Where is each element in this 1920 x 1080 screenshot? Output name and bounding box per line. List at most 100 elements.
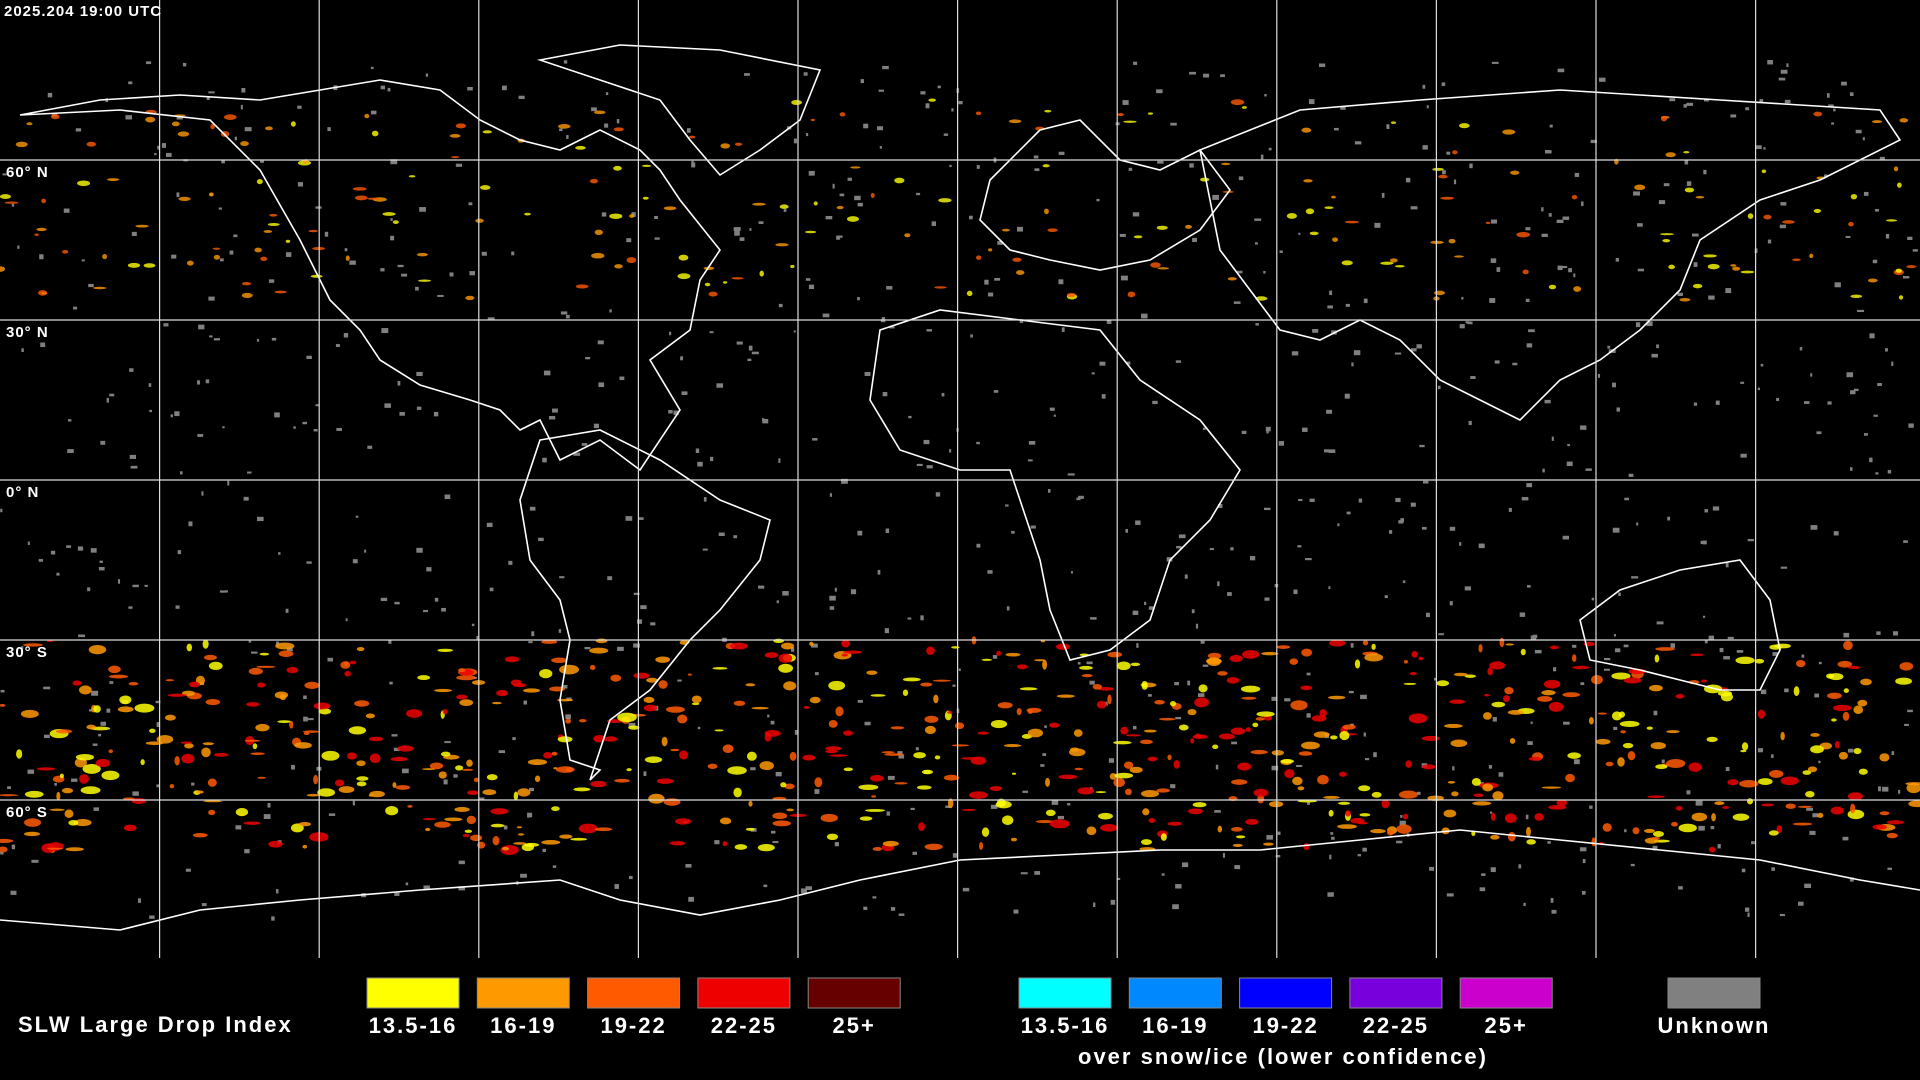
slw-pixel (59, 773, 64, 779)
slw-pixel (240, 141, 249, 147)
slw-pixel (195, 790, 204, 794)
cloud-pixel (832, 183, 835, 189)
slw-pixel (1908, 800, 1920, 808)
slw-pixel (813, 201, 818, 206)
cloud-pixel (1551, 436, 1554, 441)
slw-pixel (482, 130, 492, 134)
slw-pixel (534, 775, 541, 783)
slw-pixel (1666, 730, 1680, 734)
slw-pixel (703, 266, 715, 270)
slw-pixel (943, 774, 960, 781)
cloud-pixel (529, 506, 536, 511)
cloud-pixel (1172, 904, 1179, 910)
slw-pixel (675, 818, 692, 825)
slw-pixel (517, 788, 531, 797)
slw-pixel (1492, 791, 1504, 801)
cloud-pixel (976, 165, 980, 169)
slw-pixel (613, 165, 622, 171)
slw-pixel (748, 800, 753, 807)
cloud-pixel (175, 605, 180, 609)
slw-pixel (47, 847, 64, 850)
slw-pixel (1562, 692, 1581, 698)
cloud-pixel (559, 128, 563, 132)
slw-pixel (1792, 822, 1813, 826)
cloud-pixel (219, 590, 226, 593)
slw-pixel (663, 798, 681, 806)
cloud-pixel (800, 888, 808, 894)
cloud-pixel (128, 81, 133, 85)
slw-pixel (513, 791, 519, 801)
slw-pixel (1130, 662, 1141, 667)
cloud-pixel (1893, 631, 1899, 636)
slw-pixel (614, 778, 630, 783)
slw-pixel (256, 665, 276, 668)
slw-pixel (644, 756, 663, 763)
cloud-pixel (1853, 388, 1859, 392)
cloud-pixel (1354, 141, 1362, 145)
cloud-pixel (1013, 909, 1019, 914)
cloud-pixel (1384, 595, 1388, 599)
cloud-pixel (628, 875, 633, 880)
cloud-pixel (156, 784, 160, 788)
slw-pixel (1292, 776, 1303, 786)
slw-pixel (207, 778, 217, 787)
cloud-pixel (1398, 520, 1404, 524)
cloud-pixel (1841, 81, 1847, 86)
cloud-pixel (1804, 883, 1812, 889)
cloud-pixel (1381, 192, 1385, 198)
cloud-pixel (1091, 372, 1095, 375)
legend-swatch (807, 977, 901, 1009)
cloud-pixel (1572, 644, 1577, 648)
cloud-pixel (1488, 765, 1493, 769)
slw-pixel (264, 126, 273, 131)
slw-pixel (1464, 674, 1477, 678)
cloud-pixel (1891, 361, 1894, 366)
cloud-pixel (733, 227, 741, 231)
cloud-pixel (144, 584, 148, 587)
cloud-pixel (130, 465, 138, 469)
cloud-pixel (1780, 69, 1788, 74)
cloud-pixel (1741, 868, 1746, 873)
slw-pixel (1230, 99, 1245, 106)
cloud-pixel (1416, 791, 1421, 795)
slw-pixel (171, 121, 180, 127)
legend-swatch (587, 977, 681, 1009)
cloud-pixel (1446, 893, 1454, 897)
slw-pixel (1255, 296, 1268, 301)
slw-pixel (177, 131, 190, 137)
slw-pixel (783, 681, 797, 691)
cloud-pixel (297, 182, 304, 187)
cloud-pixel (1255, 242, 1258, 245)
cloud-pixel (476, 635, 480, 641)
cloud-pixel (1329, 290, 1333, 295)
slw-pixel (1504, 813, 1517, 824)
slw-pixel (1256, 711, 1275, 717)
cloud-pixel (518, 95, 525, 99)
cloud-pixel (1429, 866, 1434, 871)
slw-pixel (1668, 264, 1675, 270)
cloud-pixel (616, 119, 620, 124)
cloud-pixel (1723, 656, 1731, 660)
cloud-pixel (1814, 693, 1820, 698)
slw-pixel (617, 712, 637, 723)
slw-pixel (655, 656, 671, 663)
slw-pixel (1359, 813, 1371, 817)
slw-pixel (213, 254, 221, 260)
coastline (1199, 89, 1902, 421)
slw-pixel (1098, 812, 1113, 820)
slw-pixel (1142, 808, 1150, 816)
slw-pixel (1068, 748, 1086, 757)
slw-pixel (1732, 813, 1750, 821)
cloud-pixel (198, 324, 205, 330)
slw-pixel (434, 688, 453, 693)
slw-pixel (1289, 658, 1299, 665)
snow-caption: over snow/ice (lower confidence) (1078, 1044, 1488, 1069)
cloud-pixel (344, 248, 348, 252)
slw-pixel (1720, 692, 1733, 702)
cloud-pixel (1467, 321, 1473, 325)
slw-pixel (595, 638, 608, 644)
slw-pixel (1886, 832, 1898, 839)
slw-pixel (1722, 806, 1730, 809)
slw-pixel (1411, 650, 1418, 658)
